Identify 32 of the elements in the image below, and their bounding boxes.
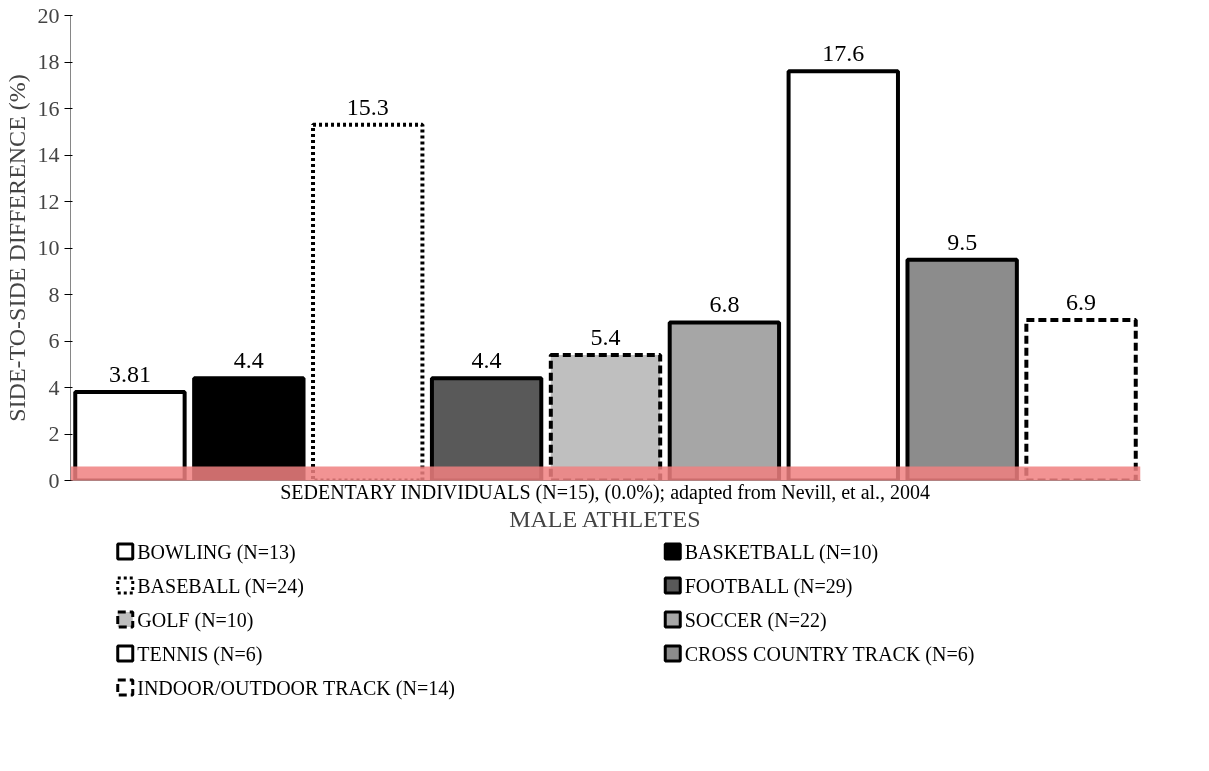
y-tick-label: 6 xyxy=(48,328,60,353)
legend-label: TENNIS (N=6) xyxy=(137,642,263,666)
legend-label: BASEBALL (N=24) xyxy=(137,574,304,598)
legend-label: FOOTBALL (N=29) xyxy=(684,574,853,598)
ref-line-label: SEDENTARY INDIVIDUALS (N=15), (0.0%); adapted from Nevill, et al., 2004 xyxy=(280,480,931,504)
data-label: 6.9 xyxy=(1066,289,1097,316)
y-tick-label: 8 xyxy=(48,281,60,307)
y-tick-label: 2 xyxy=(48,421,60,446)
x-axis-title: MALE ATHLETES xyxy=(509,505,701,532)
legend-label: CROSS COUNTRY TRACK (N=6) xyxy=(684,642,975,666)
y-tick-label: 12 xyxy=(37,188,60,214)
data-label: 9.5 xyxy=(947,228,978,255)
data-label: 4.4 xyxy=(233,347,264,374)
y-tick-label: 10 xyxy=(37,235,60,260)
y-tick-label: 18 xyxy=(37,49,60,74)
legend-label: GOLF (N=10) xyxy=(137,608,254,632)
legend-label: BOWLING (N=13) xyxy=(137,540,296,564)
y-tick-label: 0 xyxy=(48,467,60,493)
y-tick-label: 4 xyxy=(48,374,60,400)
y-tick-label: 14 xyxy=(37,142,60,167)
data-label: 6.8 xyxy=(709,291,740,318)
y-axis-title: SIDE-TO-SIDE DIFFERENCE (%) xyxy=(3,74,30,422)
y-tick-label: 20 xyxy=(37,2,60,28)
legend-label: INDOOR/OUTDOOR TRACK (N=14) xyxy=(137,676,455,700)
legend-label: SOCCER (N=22) xyxy=(684,608,827,632)
data-label: 17.6 xyxy=(822,40,865,67)
data-label: 3.81 xyxy=(108,360,151,387)
y-tick-label: 16 xyxy=(37,95,60,121)
data-label: 15.3 xyxy=(346,93,389,120)
legend-label: BASKETBALL (N=10) xyxy=(684,540,879,564)
data-label: 4.4 xyxy=(471,347,502,374)
data-label: 5.4 xyxy=(590,323,621,350)
